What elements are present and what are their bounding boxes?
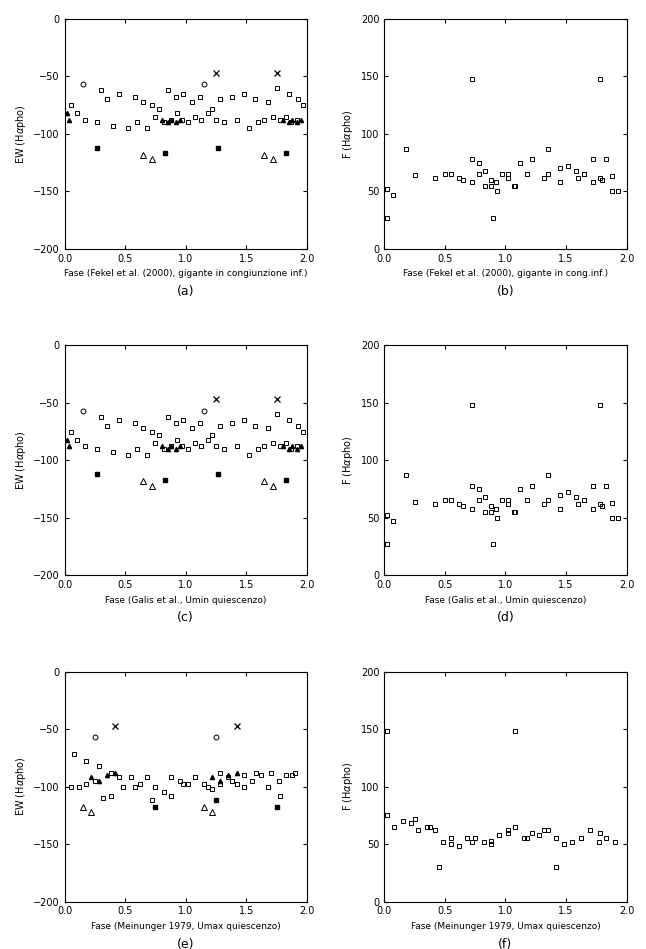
Y-axis label: EW (H$\alpha$pho): EW (H$\alpha$pho) <box>14 104 28 164</box>
Y-axis label: EW (H$\alpha$pho): EW (H$\alpha$pho) <box>14 431 28 490</box>
X-axis label: Fase (Meinunger 1979, Umax quiescenzo): Fase (Meinunger 1979, Umax quiescenzo) <box>411 922 600 931</box>
X-axis label: Fase (Galis et al., Umin quiescenzo): Fase (Galis et al., Umin quiescenzo) <box>425 596 586 605</box>
X-axis label: Fase (Fekel et al. (2000), gigante in congiunzione inf.): Fase (Fekel et al. (2000), gigante in co… <box>64 270 307 278</box>
X-axis label: Fase (Fekel et al. (2000), gigante in cong.inf.): Fase (Fekel et al. (2000), gigante in co… <box>403 270 608 278</box>
Text: (d): (d) <box>497 611 514 624</box>
Y-axis label: EW (H$\alpha$pho): EW (H$\alpha$pho) <box>14 756 28 816</box>
X-axis label: Fase (Galis et al., Umin quiescenzo): Fase (Galis et al., Umin quiescenzo) <box>105 596 266 605</box>
Text: (f): (f) <box>498 938 513 949</box>
Text: (e): (e) <box>177 938 194 949</box>
Text: (b): (b) <box>497 285 514 298</box>
Text: (a): (a) <box>177 285 194 298</box>
Text: (c): (c) <box>178 611 194 624</box>
X-axis label: Fase (Meinunger 1979, Umax quiescenzo): Fase (Meinunger 1979, Umax quiescenzo) <box>91 922 280 931</box>
Y-axis label: F (H$\alpha$pho): F (H$\alpha$pho) <box>342 109 355 158</box>
Y-axis label: F (H$\alpha$pho): F (H$\alpha$pho) <box>342 436 355 485</box>
Y-axis label: F (H$\alpha$pho): F (H$\alpha$pho) <box>342 762 355 811</box>
